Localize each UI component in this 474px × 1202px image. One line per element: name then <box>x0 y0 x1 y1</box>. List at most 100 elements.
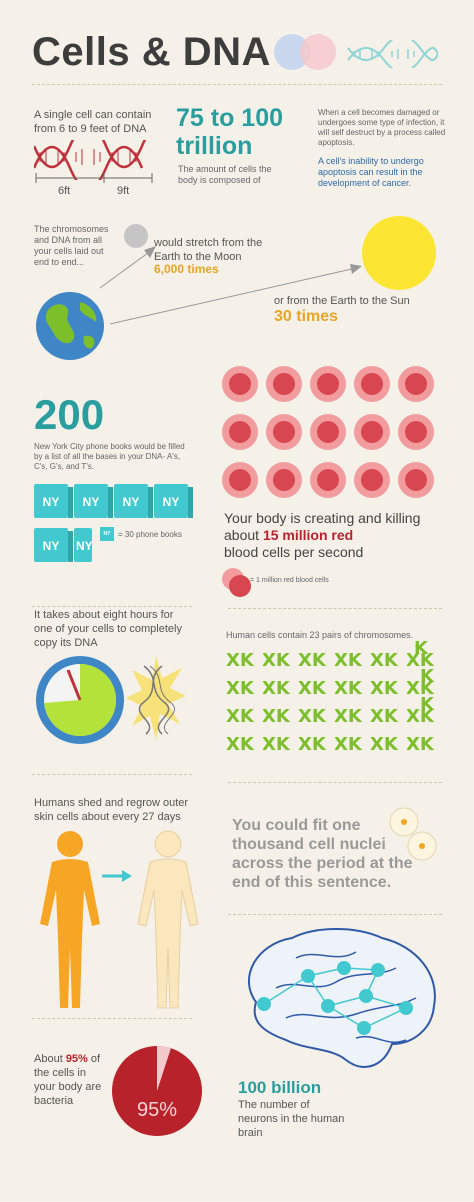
chromosome-single: K <box>420 694 434 715</box>
chromosome-pair: XK <box>370 734 398 755</box>
earth-icon <box>36 292 104 360</box>
brain-icon <box>247 928 436 1068</box>
chromosome-pair: XK <box>406 678 434 699</box>
cell-nuclei-icon <box>389 807 437 861</box>
chromosome-pair: XK <box>298 650 326 671</box>
dna-length-text: A single cell can contain from 6 to 9 fe… <box>34 109 152 135</box>
chromosome-pair: XK <box>406 706 434 727</box>
divider <box>228 782 442 783</box>
dna-helix-icon <box>34 140 154 180</box>
neuron-caption: The number of neurons in the human brain <box>238 1099 345 1139</box>
bacteria-text: About 95% of the cells in your body are … <box>34 1053 102 1107</box>
chromosome-pair: XK <box>262 706 290 727</box>
stretch-intro: The chromosomes and DNA from all your ce… <box>34 224 109 267</box>
page-title: Cells & DNA <box>32 30 271 74</box>
dna-strand-icon <box>347 40 438 68</box>
distance-diagram <box>99 246 362 325</box>
blood-cell <box>398 366 434 402</box>
chromosome-pair: XK <box>262 734 290 755</box>
blood-cell <box>354 414 390 450</box>
blood-highlight: 15 million red <box>262 527 354 543</box>
pie-label: 95% <box>137 1099 177 1121</box>
moon-icon <box>124 224 148 248</box>
blood-cell <box>310 462 346 498</box>
sun-text: or from the Earth to the Sun <box>274 295 410 307</box>
chromosome-pair: XK <box>334 706 362 727</box>
cells-caption: The amount of cells the body is composed… <box>178 164 272 185</box>
chromosome-single: K <box>414 638 428 659</box>
chromosome-pair: XK <box>334 650 362 671</box>
divider <box>228 914 442 915</box>
venn-icon <box>274 34 336 70</box>
phonebook-half-icon: NY <box>74 528 92 562</box>
phonebook-icon: NY <box>34 528 73 562</box>
divider <box>32 1018 192 1019</box>
chromosome-pair: XK <box>298 734 326 755</box>
blood-legend-cell <box>222 568 251 597</box>
chromosome-pair: XK <box>334 734 362 755</box>
blood-cell <box>266 366 302 402</box>
chromosome-pair: XK <box>406 650 434 671</box>
blood-cell <box>310 366 346 402</box>
sun-times: 30 times <box>274 308 339 325</box>
chromosome-single: K <box>420 666 434 687</box>
dna-replication-icon <box>126 656 186 740</box>
copy-text: It takes about eight hours for one of yo… <box>34 609 182 649</box>
chromosome-pair: XK <box>226 678 254 699</box>
phonebook-icon: NY <box>34 484 73 518</box>
bacteria-percent: 95% <box>65 1053 88 1065</box>
moon-text: would stretch from the Earth to the Moon <box>154 237 263 263</box>
chromosome-pair: XK <box>334 678 362 699</box>
neuron-count: 100 billion <box>238 1078 322 1097</box>
apoptosis-text: When a cell becomes damaged or undergoes… <box>318 108 446 147</box>
divider <box>32 774 192 775</box>
dna-scale-bar <box>35 173 153 183</box>
chromosome-pair: XK <box>298 678 326 699</box>
divider <box>228 608 442 609</box>
moon-times: 6,000 times <box>154 262 219 276</box>
blood-cell <box>222 414 258 450</box>
chromosome-pair: XK <box>406 734 434 755</box>
blood-cell <box>222 462 258 498</box>
phonebook-legend-icon: NY <box>100 527 114 541</box>
phonebook-legend: = 30 phone books <box>118 530 182 539</box>
cells-count: 75 to 100 <box>176 104 284 132</box>
blood-cell <box>354 366 390 402</box>
chromosome-pair: XK <box>262 650 290 671</box>
blood-cell <box>398 414 434 450</box>
sun-icon <box>362 216 436 290</box>
blood-text: Your body is creating and killing about … <box>224 510 421 560</box>
cancer-text: A cell's inability to undergo apoptosis … <box>318 156 424 188</box>
chromosome-pair: XK <box>370 678 398 699</box>
skin-figures-icon <box>40 830 199 1009</box>
phonebook-icon: NY <box>114 484 153 518</box>
chromosome-pair: XK <box>262 678 290 699</box>
blood-cell <box>266 414 302 450</box>
chromosome-pair: XK <box>226 706 254 727</box>
divider <box>32 606 192 607</box>
phonebook-number: 200 <box>34 391 105 438</box>
label-9ft: 9ft <box>117 185 130 197</box>
label-6ft: 6ft <box>58 185 71 197</box>
skin-text: Humans shed and regrow outer skin cells … <box>34 797 189 823</box>
chromosome-pair: XK <box>226 650 254 671</box>
chromosome-pair: XK <box>298 706 326 727</box>
chromosome-text: Human cells contain 23 pairs of chromoso… <box>226 630 414 640</box>
blood-cell <box>266 462 302 498</box>
blood-cell <box>310 414 346 450</box>
divider <box>32 84 442 85</box>
cells-unit: trillion <box>176 132 253 160</box>
blood-cell <box>398 462 434 498</box>
blood-legend: = 1 million red blood cells <box>250 577 329 584</box>
blood-cell <box>222 366 258 402</box>
clock-icon <box>36 656 124 744</box>
phonebook-text: New York City phone books would be fille… <box>34 442 185 471</box>
phonebook-icon: NY <box>74 484 113 518</box>
nuclei-text: You could fit one thousand cell nuclei a… <box>232 817 413 891</box>
bacteria-pie-chart: 95% <box>112 1046 202 1136</box>
blood-cell <box>354 462 390 498</box>
chromosome-pair: XK <box>226 734 254 755</box>
chromosome-pair: XK <box>370 706 398 727</box>
chromosome-pair: XK <box>370 650 398 671</box>
phonebook-icon: NY <box>154 484 193 518</box>
